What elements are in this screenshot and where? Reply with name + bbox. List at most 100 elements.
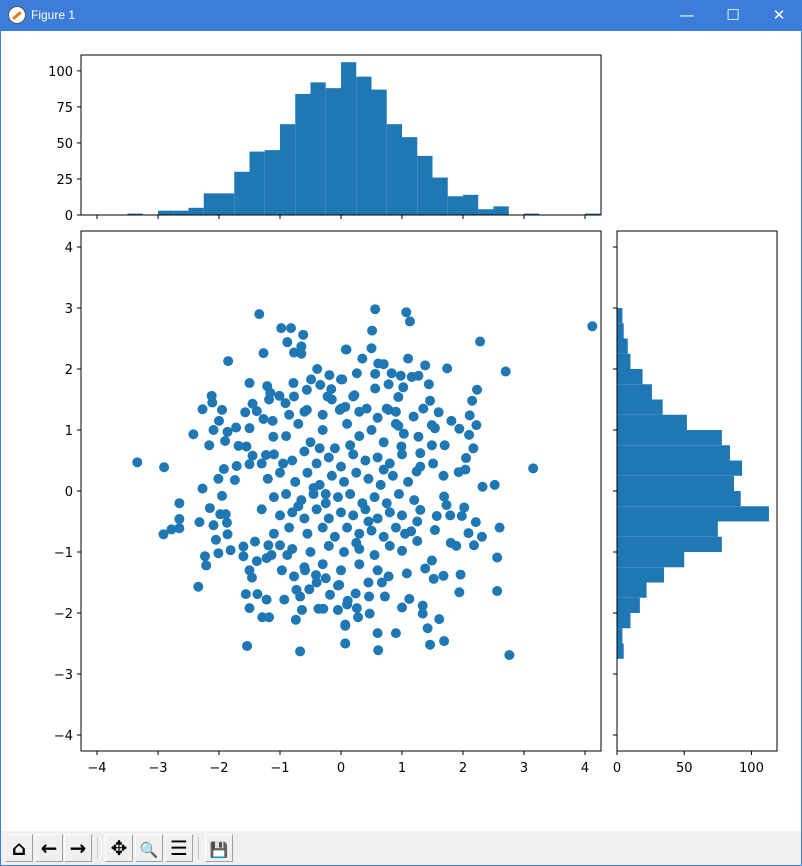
configure-subplots-button[interactable]: ☰	[165, 834, 193, 862]
scatter-point	[415, 461, 426, 472]
histogram-bar	[234, 171, 250, 215]
scatter-point	[378, 359, 389, 370]
scatter-point	[290, 476, 301, 487]
scatter-point	[264, 612, 275, 623]
home-icon: ⌂	[11, 836, 27, 860]
scatter-point	[351, 368, 362, 379]
scatter-point	[366, 525, 377, 536]
tick-label: −1	[54, 546, 73, 561]
scatter-point	[252, 589, 263, 600]
scatter-point	[295, 591, 306, 602]
histogram-bar	[617, 369, 643, 385]
scatter-point	[453, 467, 464, 478]
scatter-point	[132, 457, 143, 468]
histogram-bar	[617, 597, 640, 613]
scatter-point	[475, 336, 486, 347]
scatter-point	[197, 404, 208, 415]
scatter-point	[477, 481, 488, 492]
forward-button[interactable]: →	[64, 834, 92, 862]
histogram-bar	[617, 613, 631, 629]
close-button[interactable]: ✕	[772, 6, 786, 24]
tick-label: −4	[87, 761, 106, 776]
scatter-point	[326, 394, 337, 405]
maximize-button[interactable]: ☐	[726, 6, 740, 24]
histogram-bar	[127, 213, 143, 215]
tick-label: 0	[65, 485, 73, 500]
scatter-point	[420, 360, 431, 371]
scatter-point	[587, 321, 598, 332]
scatter-point	[378, 437, 389, 448]
scatter-point	[400, 528, 411, 539]
scatter-point	[397, 545, 407, 556]
scatter-point	[439, 491, 450, 502]
scatter-point	[372, 412, 383, 423]
scatter-point	[287, 543, 298, 554]
arrow-right-icon: →	[69, 836, 87, 860]
scatter-point	[208, 520, 219, 531]
home-button[interactable]: ⌂	[5, 834, 33, 862]
scatter-point	[199, 551, 210, 562]
scatter-point	[231, 422, 242, 433]
scatter-frame	[80, 230, 602, 752]
scatter-point	[304, 584, 315, 595]
scatter-point	[254, 309, 265, 320]
scatter-point	[260, 450, 271, 461]
scatter-point	[188, 429, 199, 440]
scatter-point	[418, 403, 429, 414]
scatter-point	[266, 550, 277, 561]
scatter-point	[454, 587, 465, 598]
minimize-button[interactable]: —	[679, 6, 695, 24]
scatter-point	[459, 502, 470, 513]
scatter-point	[351, 537, 362, 548]
tick-label: 0	[65, 209, 73, 224]
histogram-bar	[617, 414, 687, 430]
magnifier-icon: 🔍	[139, 841, 159, 859]
floppy-disk-icon: 💾	[209, 841, 229, 859]
scatter-point	[383, 571, 394, 582]
scatter-point	[456, 511, 467, 522]
scatter-point	[247, 398, 258, 409]
scatter-point	[422, 623, 433, 634]
pan-button[interactable]: ✥	[105, 834, 133, 862]
tick-label: 4	[65, 241, 73, 256]
scatter-point	[340, 620, 351, 631]
scatter-point	[312, 364, 323, 374]
scatter-point	[317, 522, 328, 533]
scatter-point	[284, 409, 295, 420]
scatter-point	[336, 403, 346, 414]
save-button[interactable]: 💾	[205, 834, 233, 862]
scatter-point	[468, 540, 479, 551]
histogram-bar	[617, 353, 631, 369]
scatter-point	[429, 423, 440, 434]
back-button[interactable]: ←	[35, 834, 63, 862]
tick-label: 25	[56, 173, 73, 188]
scatter-point	[231, 460, 242, 471]
scatter-point	[403, 353, 414, 364]
histogram-bar	[188, 207, 204, 215]
scatter-point	[404, 316, 415, 327]
scatter-point	[238, 541, 249, 552]
scatter-point	[417, 600, 428, 611]
zoom-button[interactable]: 🔍	[135, 834, 163, 862]
title-bar: Figure 1 — ☐ ✕	[0, 0, 802, 31]
scatter-point	[413, 431, 424, 442]
scatter-point	[325, 589, 336, 600]
scatter-point	[174, 498, 185, 509]
tick-label: 2	[65, 363, 73, 378]
scatter-point	[302, 467, 313, 478]
scatter-point	[329, 443, 340, 454]
scatter-point	[207, 397, 218, 408]
scatter-point	[390, 418, 401, 429]
histogram-bar	[402, 137, 418, 215]
scatter-point	[404, 593, 415, 604]
scatter-point	[299, 406, 310, 417]
scatter-point	[229, 475, 240, 486]
scatter-point	[275, 467, 285, 478]
scatter-point	[332, 580, 343, 591]
scatter-point	[249, 536, 260, 547]
scatter-point	[425, 395, 436, 406]
scatter-point	[409, 495, 420, 506]
top-histogram-axes: 0 25 50 75 100	[48, 54, 602, 224]
scatter-point	[393, 392, 404, 403]
histogram-bar	[617, 430, 722, 446]
